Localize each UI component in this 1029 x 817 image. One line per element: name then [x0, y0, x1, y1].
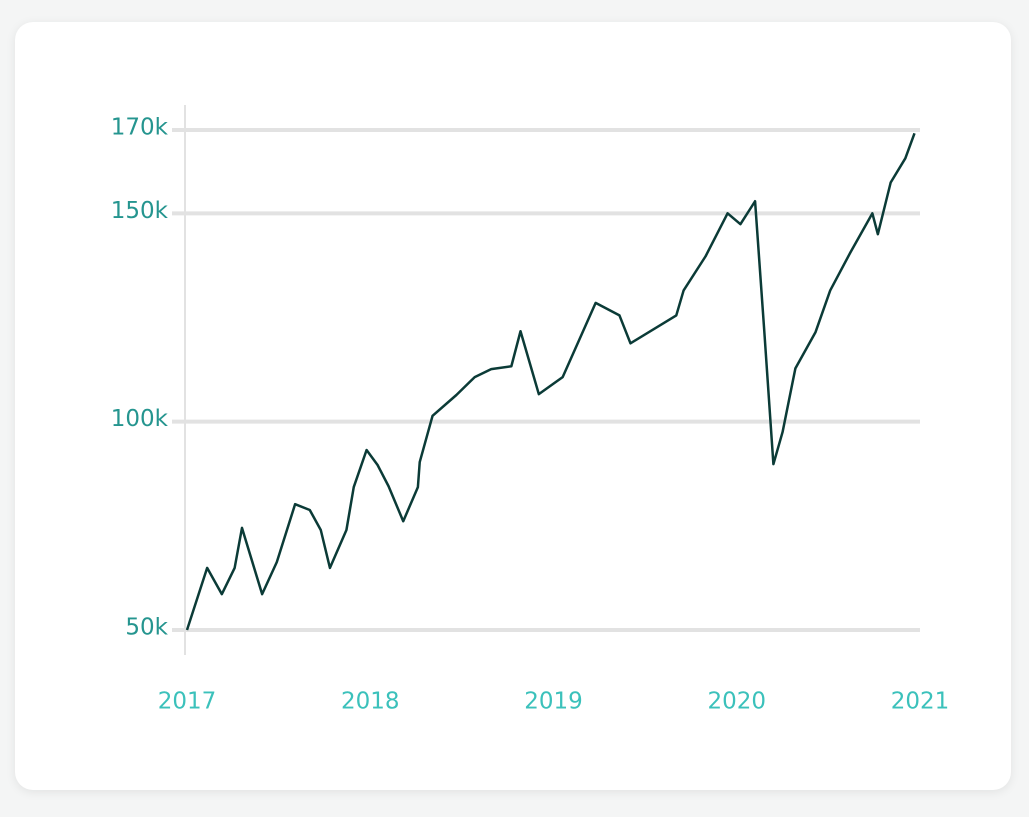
y-tick-label: 170k	[111, 115, 169, 141]
x-tick-label: 2018	[341, 689, 400, 715]
y-tick-label: 150k	[111, 198, 169, 224]
card	[15, 22, 1011, 790]
x-tick-label: 2021	[891, 689, 950, 715]
x-tick-label: 2017	[158, 689, 217, 715]
y-tick-label: 50k	[125, 615, 168, 641]
x-tick-label: 2020	[707, 689, 766, 715]
x-tick-label: 2019	[524, 689, 583, 715]
y-tick-label: 100k	[111, 406, 169, 432]
line	[185, 132, 916, 631]
